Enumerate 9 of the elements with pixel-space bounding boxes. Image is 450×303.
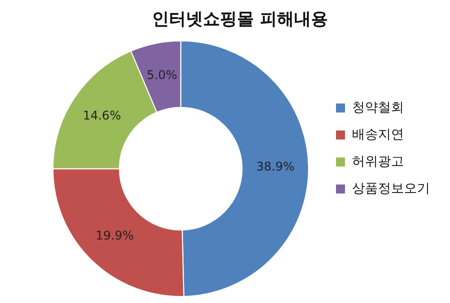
legend-label: 상품정보오기 — [352, 181, 430, 196]
data-label: 38.9% — [256, 160, 294, 174]
legend-label: 청약철회 — [352, 100, 404, 116]
legend-label: 배송지연 — [352, 127, 404, 142]
data-label: 19.9% — [96, 228, 134, 242]
data-label: 14.6% — [82, 108, 121, 123]
chart-title: 인터넷쇼핑몰 피해내용 — [152, 10, 328, 30]
data-label: 5.0% — [146, 68, 178, 82]
legend-label: 허위광고 — [352, 154, 404, 170]
